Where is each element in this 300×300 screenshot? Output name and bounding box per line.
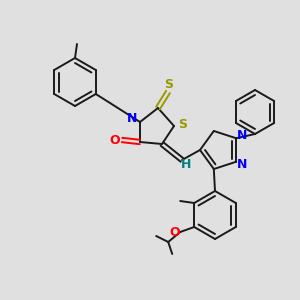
Text: N: N bbox=[237, 129, 247, 142]
Text: H: H bbox=[181, 158, 191, 172]
Text: N: N bbox=[127, 112, 137, 125]
Text: S: S bbox=[164, 79, 173, 92]
Text: S: S bbox=[178, 118, 188, 131]
Text: N: N bbox=[237, 158, 247, 171]
Text: O: O bbox=[110, 134, 120, 146]
Text: O: O bbox=[169, 226, 179, 239]
